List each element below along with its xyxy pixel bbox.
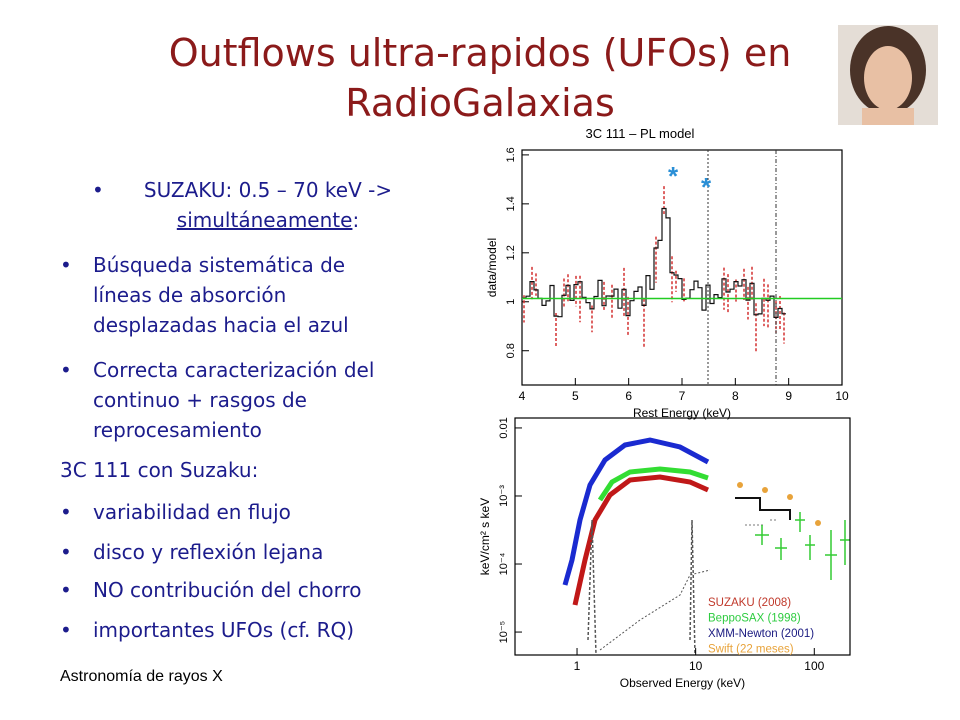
intro-underlined: simultáneamente [176,208,353,232]
x-axis-label: Rest Energy (keV) [633,406,731,420]
footer: Astronomía de rayos X [60,668,223,685]
bullet-text: disco y reflexión lejana [93,540,324,564]
y-tick-label: 1.4 [505,196,517,211]
plot-title: 3C 111 – PL model [586,126,695,141]
model-line [599,569,711,651]
bullet-text: Correcta caracterización del continuo + r… [93,355,374,445]
plot-frame [514,417,851,656]
line-marker: * [701,172,712,202]
portrait [838,25,938,125]
slide-title: Outflows ultra-rapidos (UFOs) en RadioGal… [120,28,840,128]
residual-spectrum [522,207,786,318]
photo-face [864,46,912,110]
x-tick-label: 9 [785,389,792,403]
point [762,487,768,493]
line: reprocesamiento [93,418,262,442]
x-tick-label: 5 [572,389,579,403]
legend-entry: BeppoSAX (1998) [708,613,801,625]
x-tick-label: 4 [519,389,526,403]
x-tick-label: 10 [835,389,849,403]
x-tick-label: 6 [625,389,632,403]
plot-frame [521,149,843,386]
y-tick-label: 1 [505,299,517,305]
bullet-text: variabilidad en flujo [93,500,291,524]
title-line: RadioGalaxias [345,81,615,125]
model-line [587,519,696,656]
x-axis-label: Observed Energy (keV) [620,676,745,690]
bat-points [755,512,850,580]
swift-points [737,482,821,526]
model-line [735,497,791,520]
point [737,482,743,488]
y-axis-label: keV/cm² s keV [478,498,492,575]
line: Búsqueda sistemática de [93,253,346,277]
intro-text: SUZAKU: 0.5 – 70 keV -> [143,178,393,202]
legend-entry: XMM-Newton (2001) [708,628,814,640]
line: Correcta caracterización del [93,358,375,382]
bullet: • [60,358,72,382]
legend-entry: Swift (22 meses) [708,644,794,656]
red-residuals [523,186,785,353]
title-line: Outflows ultra-rapidos (UFOs) en [168,31,792,75]
y-tick-label: 10⁻³ [498,485,510,507]
line: continuo + rasgos de [93,388,307,412]
intro-end: : [352,208,360,232]
bullet-text: NO contribución del chorro [93,578,362,602]
x-tick-label: 8 [732,389,739,403]
y-tick-label: 1.6 [505,147,517,162]
figure-top: 4 5 6 7 8 9 10 0.8 1 1.2 1.4 1.6 Rest Energy (keV) da… [485,126,849,420]
line: desplazadas hacia el azul [93,313,349,337]
point [787,494,793,500]
bullet: • [60,253,72,277]
bullet: • [60,618,72,642]
point [815,520,821,526]
heading: 3C 111 con Suzaku: [60,458,259,482]
legend-entry: SUZAKU (2008) [708,597,791,609]
bullet-text: Búsqueda sistemática de líneas de absorci… [93,250,349,340]
intro: SUZAKU: 0.5 – 70 keV -> simultáneamente: [118,175,418,235]
bullet: • [60,578,72,602]
x-tick-label: 7 [679,389,686,403]
y-axis-label: data/model [485,238,499,297]
bullet: • [60,500,72,524]
x-tick-label: 1 [574,659,581,673]
error-bars [755,512,850,580]
x-tick-label: 10 [689,659,703,673]
y-tick-label: 1.2 [505,245,517,260]
line: líneas de absorción [93,283,287,307]
bullet-text: importantes UFOs (cf. RQ) [93,618,355,642]
model-line [745,519,778,526]
xmm-spectrum [562,437,710,586]
figure-bottom: 1 10 100 0.01 10⁻³ 10⁻⁴ 10⁻⁵ Observed Energy (k… [478,417,851,690]
bullet: • [92,178,104,202]
bullet: • [60,540,72,564]
photo-neck [862,108,914,125]
line-marker: * [668,161,679,191]
suzaku-spectrum [572,474,710,606]
x-tick-label: 100 [804,659,824,673]
y-tick-label: 0.01 [498,417,510,438]
y-tick-label: 10⁻⁵ [498,621,510,644]
beppo-spectrum [597,466,709,502]
y-tick-label: 10⁻⁴ [498,552,510,575]
y-tick-label: 0.8 [505,343,517,358]
